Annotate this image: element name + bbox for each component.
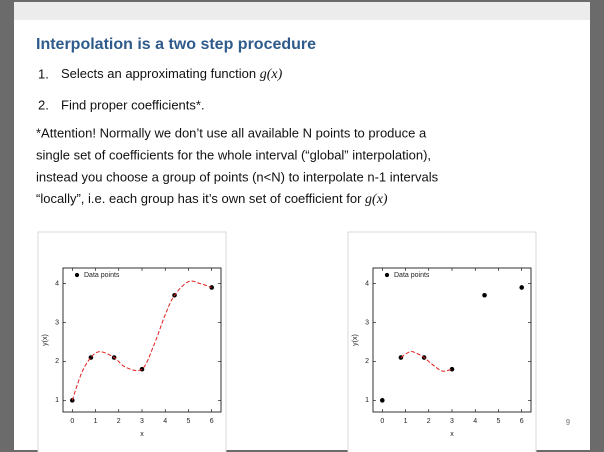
paragraph-line: single set of coefficients for the whole… <box>36 147 431 162</box>
x-tick-label: 5 <box>187 418 191 425</box>
y-tick-label: 1 <box>365 397 369 404</box>
x-tick-label: 2 <box>427 418 431 425</box>
x-tick-label: 3 <box>450 418 454 425</box>
data-point <box>69 398 75 403</box>
paragraph-line: “locally”, i.e. each group has it’s own … <box>36 191 388 207</box>
x-tick-label: 4 <box>473 418 477 425</box>
interpolation-curve <box>71 280 212 401</box>
y-tick-label: 2 <box>365 358 369 365</box>
y-tick-label: 3 <box>55 319 59 326</box>
math: g(x) <box>365 192 388 207</box>
x-axis-label: x <box>140 431 144 438</box>
x-tick-label: 6 <box>520 418 524 425</box>
legend-marker <box>74 272 80 278</box>
x-tick-label: 3 <box>140 418 144 425</box>
list-number: 2. <box>38 97 49 112</box>
slide-title: Interpolation is a two step procedure <box>36 36 316 53</box>
data-point <box>482 292 487 298</box>
math: g(x) <box>260 67 283 82</box>
x-tick-label: 1 <box>404 418 408 425</box>
y-tick-label: 4 <box>365 280 369 287</box>
y-axis-label: y(x) <box>352 334 359 346</box>
list-text: Find proper coefficients*. <box>61 97 205 112</box>
y-tick-label: 1 <box>55 397 59 404</box>
paragraph-line: *Attention! Normally we don’t use all av… <box>36 125 427 140</box>
list-item: Selects an approximating function g(x) <box>61 66 283 82</box>
interpolation-curve <box>400 351 453 372</box>
legend-marker <box>384 272 390 278</box>
data-point <box>449 366 455 372</box>
list-number: 1. <box>38 66 49 81</box>
chart-panel <box>347 231 537 452</box>
y-tick-label: 2 <box>55 358 59 365</box>
paragraph-line: instead you choose a group of points (n<… <box>36 169 439 184</box>
legend-label: Data points <box>394 272 430 279</box>
x-tick-label: 4 <box>163 418 167 425</box>
x-tick-label: 0 <box>380 418 384 425</box>
x-tick-label: 0 <box>70 418 74 425</box>
y-tick-label: 4 <box>55 280 59 287</box>
top-band <box>14 2 590 20</box>
list-text: Selects an approximating function <box>61 66 256 81</box>
x-tick-label: 2 <box>117 418 121 425</box>
x-tick-label: 1 <box>94 418 98 425</box>
x-tick-label: 6 <box>210 418 214 425</box>
paragraph-text: “locally”, i.e. each group has it’s own … <box>36 191 362 206</box>
y-tick-label: 3 <box>365 319 369 326</box>
data-point <box>519 285 525 290</box>
y-axis-label: y(x) <box>42 334 49 346</box>
page-number: 9 <box>566 418 571 427</box>
legend-label: Data points <box>84 272 120 279</box>
data-point <box>379 398 385 403</box>
chart-panel <box>37 231 227 452</box>
x-tick-label: 5 <box>497 418 501 425</box>
x-axis-label: x <box>450 431 454 438</box>
